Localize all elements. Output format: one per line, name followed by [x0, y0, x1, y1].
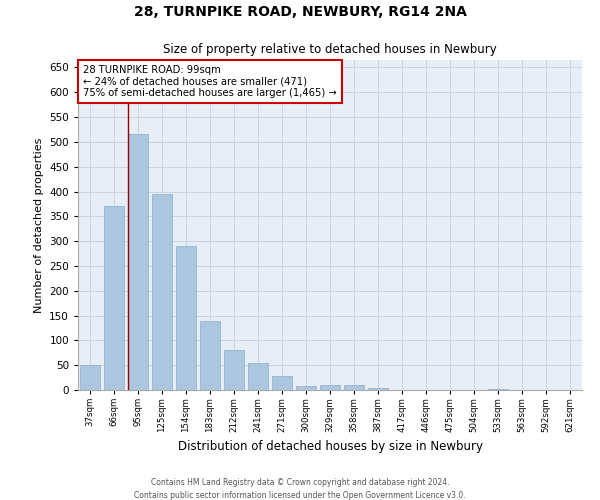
Bar: [176, 246, 196, 390]
Bar: [296, 386, 316, 390]
Bar: [200, 320, 220, 390]
Bar: [152, 194, 172, 390]
Bar: [368, 388, 388, 390]
Text: 28, TURNPIKE ROAD, NEWBURY, RG14 2NA: 28, TURNPIKE ROAD, NEWBURY, RG14 2NA: [134, 5, 466, 19]
Bar: [320, 385, 340, 390]
Bar: [224, 350, 244, 390]
X-axis label: Distribution of detached houses by size in Newbury: Distribution of detached houses by size …: [178, 440, 482, 453]
Bar: [80, 365, 100, 390]
Bar: [272, 376, 292, 390]
Title: Size of property relative to detached houses in Newbury: Size of property relative to detached ho…: [163, 43, 497, 56]
Bar: [488, 389, 508, 390]
Bar: [128, 134, 148, 390]
Text: 28 TURNPIKE ROAD: 99sqm
← 24% of detached houses are smaller (471)
75% of semi-d: 28 TURNPIKE ROAD: 99sqm ← 24% of detache…: [83, 65, 337, 98]
Bar: [104, 206, 124, 390]
Y-axis label: Number of detached properties: Number of detached properties: [34, 138, 44, 312]
Text: Contains HM Land Registry data © Crown copyright and database right 2024.
Contai: Contains HM Land Registry data © Crown c…: [134, 478, 466, 500]
Bar: [344, 385, 364, 390]
Bar: [248, 362, 268, 390]
